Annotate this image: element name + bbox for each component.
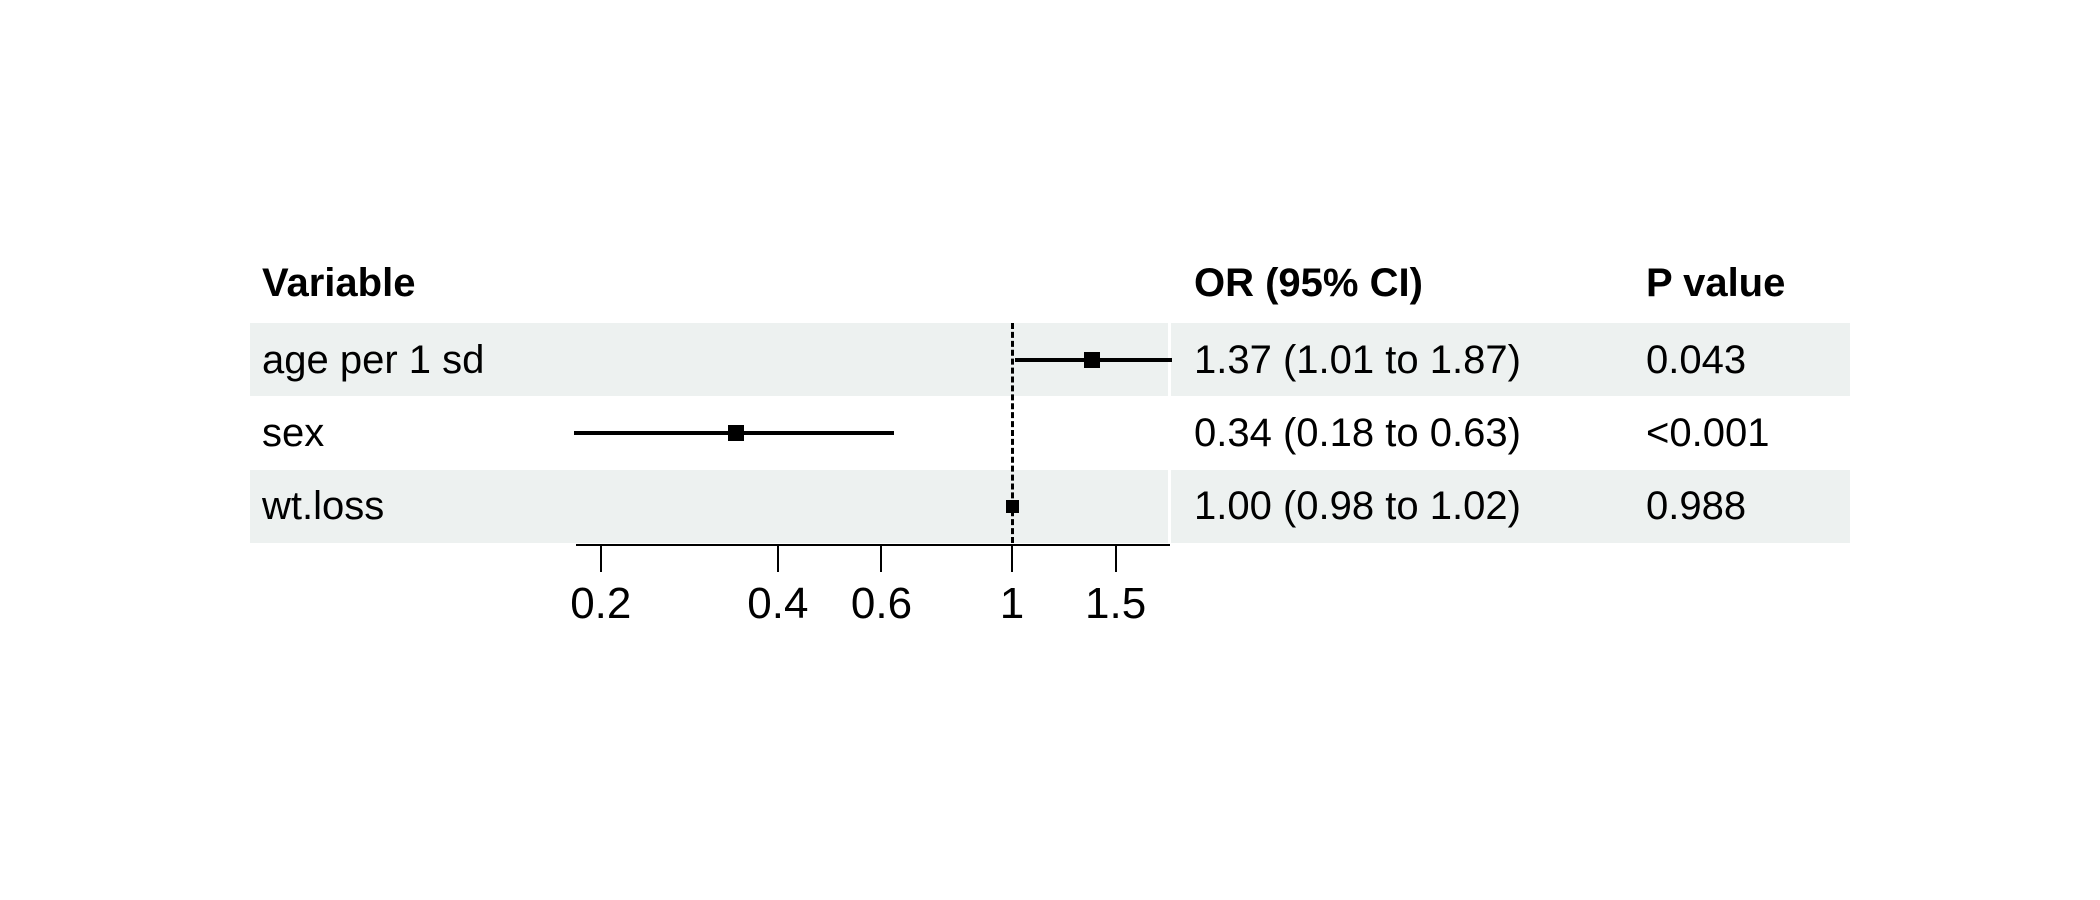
p-value: 0.988	[1646, 484, 1747, 528]
or-ci-value: 1.37 (1.01 to 1.87)	[1194, 338, 1521, 382]
x-axis-tick-label: 0.2	[570, 579, 632, 628]
x-axis-line	[576, 544, 1170, 546]
or-ci-value: 0.34 (0.18 to 0.63)	[1194, 411, 1521, 455]
x-axis-tick-label: 0.4	[747, 579, 809, 628]
x-axis-tick-label: 0.6	[850, 579, 913, 628]
or-ci-value: 1.00 (0.98 to 1.02)	[1194, 484, 1521, 528]
x-axis-tick	[1011, 544, 1013, 572]
point-estimate-marker	[1005, 499, 1019, 513]
row-label: age per 1 sd	[262, 338, 485, 382]
x-axis-tick	[776, 544, 779, 572]
column-header-p-value: P value	[1646, 261, 1786, 305]
x-axis-tick-label: 1.5	[1085, 579, 1147, 628]
point-estimate-marker	[728, 425, 745, 441]
p-value: 0.043	[1646, 338, 1747, 382]
row-label: wt.loss	[262, 484, 385, 528]
x-axis-tick-label: 1	[999, 579, 1025, 628]
x-axis-tick	[599, 544, 602, 572]
x-axis-tick	[880, 544, 883, 572]
row-label: sex	[262, 411, 325, 455]
column-header-variable: Variable	[262, 261, 416, 305]
column-header-or-ci: OR (95% CI)	[1194, 261, 1423, 305]
reference-line	[1010, 323, 1014, 543]
x-axis-tick	[1114, 544, 1117, 572]
panel-divider	[1168, 323, 1171, 543]
p-value: <0.001	[1646, 411, 1770, 455]
point-estimate-marker	[1084, 352, 1101, 368]
row-band	[250, 470, 1850, 543]
